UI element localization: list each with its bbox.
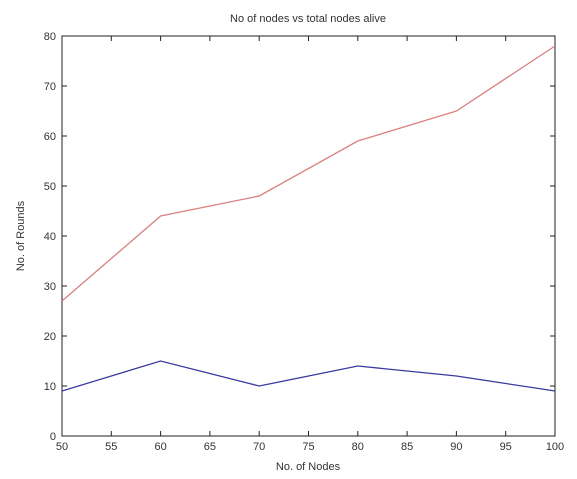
x-axis: 50 55 60 65 70 75 80 85 90 95 100	[56, 36, 564, 453]
x-tick-label: 70	[253, 441, 265, 453]
y-tick-label: 20	[44, 331, 56, 343]
plot-area	[61, 35, 556, 437]
x-tick-label: 50	[56, 441, 68, 453]
x-tick-label: 75	[302, 441, 314, 453]
x-tick-label: 55	[105, 441, 117, 453]
x-tick-label: 60	[154, 441, 166, 453]
y-axis: 0 10 20 30 40 50 60 70 80	[44, 31, 555, 443]
y-tick-label: 10	[44, 381, 56, 393]
y-tick-label: 70	[44, 81, 56, 93]
series-line-2	[61, 360, 556, 392]
y-tick-label: 0	[50, 431, 56, 443]
y-tick-label: 50	[44, 181, 56, 193]
series-layer	[61, 45, 556, 392]
x-tick-label: 100	[546, 441, 564, 453]
chart-title: No of nodes vs total nodes alive	[230, 13, 386, 25]
x-tick-label: 85	[401, 441, 413, 453]
y-tick-label: 40	[44, 231, 56, 243]
x-tick-label: 90	[450, 441, 462, 453]
y-tick-label: 60	[44, 131, 56, 143]
y-tick-label: 30	[44, 281, 56, 293]
x-tick-label: 95	[500, 441, 512, 453]
x-tick-label: 65	[204, 441, 216, 453]
y-tick-label: 80	[44, 31, 56, 43]
series-line-1	[61, 45, 556, 302]
x-tick-label: 80	[352, 441, 364, 453]
y-axis-label: No. of Rounds	[15, 200, 27, 271]
x-axis-label: No. of Nodes	[276, 461, 341, 473]
